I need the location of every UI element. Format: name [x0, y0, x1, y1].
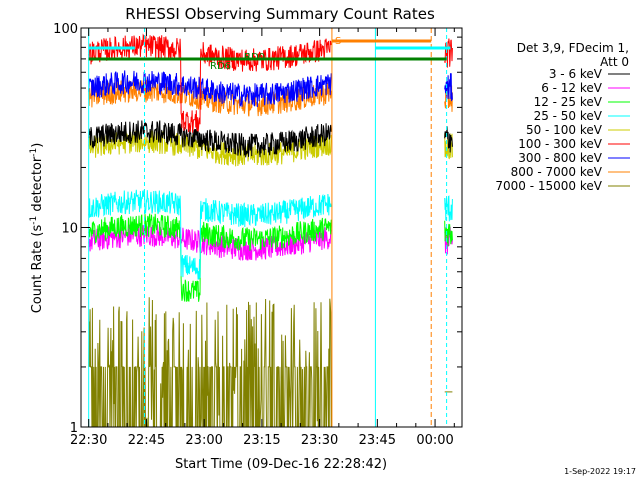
series-trace-end-path	[444, 220, 453, 247]
x-tick-label: 23:30	[301, 433, 338, 448]
legend-header-1: Det 3,9, FDecim 1,	[517, 41, 629, 55]
legend-header-2: Att 0	[600, 55, 629, 69]
y-tick-label: 1	[70, 421, 78, 436]
series-300-800-keV-trace	[88, 70, 453, 108]
y-tick-label: 10	[61, 222, 78, 237]
series-trace-end-path	[444, 195, 453, 222]
series-trace-path	[88, 70, 332, 108]
x-tick-label: 23:00	[185, 433, 222, 448]
legend-label: 100 - 300 keV	[518, 137, 602, 151]
series-trace-path	[88, 297, 332, 428]
annotation-label: RD6	[210, 61, 231, 72]
legend-label: 3 - 6 keV	[549, 67, 603, 81]
series-trace-end-path	[444, 133, 453, 160]
series-trace-end-path	[444, 38, 453, 68]
axes-layer: 1 10 100 22:30 22:45 23:00 23:15 23:30 23:45 00:0…	[53, 22, 462, 448]
x-axis-label: Start Time (09-Dec-16 22:28:42)	[175, 457, 387, 472]
legend-label: 25 - 50 keV	[534, 109, 603, 123]
legend-label: 12 - 25 keV	[534, 95, 603, 109]
series-12-25-keV-trace	[88, 213, 453, 302]
x-tick-label: 23:15	[243, 433, 280, 448]
series-25-50-keV-trace	[88, 189, 453, 280]
y-axis-label: Count Rate (s-1 detector-1)	[29, 143, 45, 314]
y-axis-label-main: Count Rate (s	[30, 225, 45, 314]
data-layer: RD6 RD0 S	[88, 28, 453, 428]
x-tick-label: 22:45	[128, 433, 165, 448]
legend-label: 800 - 7000 keV	[511, 165, 603, 179]
legend-label: 6 - 12 keV	[541, 81, 603, 95]
legend-label: 50 - 100 keV	[526, 123, 603, 137]
annotation-label: S	[335, 36, 341, 47]
legend-label: 300 - 800 keV	[518, 151, 602, 165]
timestamp: 1-Sep-2022 19:17	[564, 467, 636, 476]
x-tick-label: 00:00	[416, 433, 453, 448]
y-tick-label: 100	[53, 22, 78, 37]
series-trace-end-path	[444, 126, 453, 153]
y-axis-label-end: )	[30, 143, 45, 148]
series-7000-15000-keV-trace	[88, 297, 453, 428]
legend-label: 7000 - 15000 keV	[495, 179, 602, 193]
x-tick-label: 23:45	[359, 433, 396, 448]
series-trace-path	[88, 189, 332, 280]
x-tick-label: 22:30	[70, 433, 107, 448]
annotation-label: RD0	[244, 52, 265, 63]
series-trace-path	[88, 213, 332, 302]
series-trace-path	[88, 223, 332, 261]
y-axis-label-sup-2: -1	[29, 148, 39, 157]
y-axis-label-mid: detector	[30, 156, 45, 216]
chart-title: RHESSI Observing Summary Count Rates	[125, 5, 435, 23]
y-axis-label-sup-1: -1	[29, 216, 39, 225]
series-3-6-keV-trace	[88, 120, 453, 158]
series-trace-path	[88, 120, 332, 158]
series-trace-end-path	[444, 73, 453, 102]
